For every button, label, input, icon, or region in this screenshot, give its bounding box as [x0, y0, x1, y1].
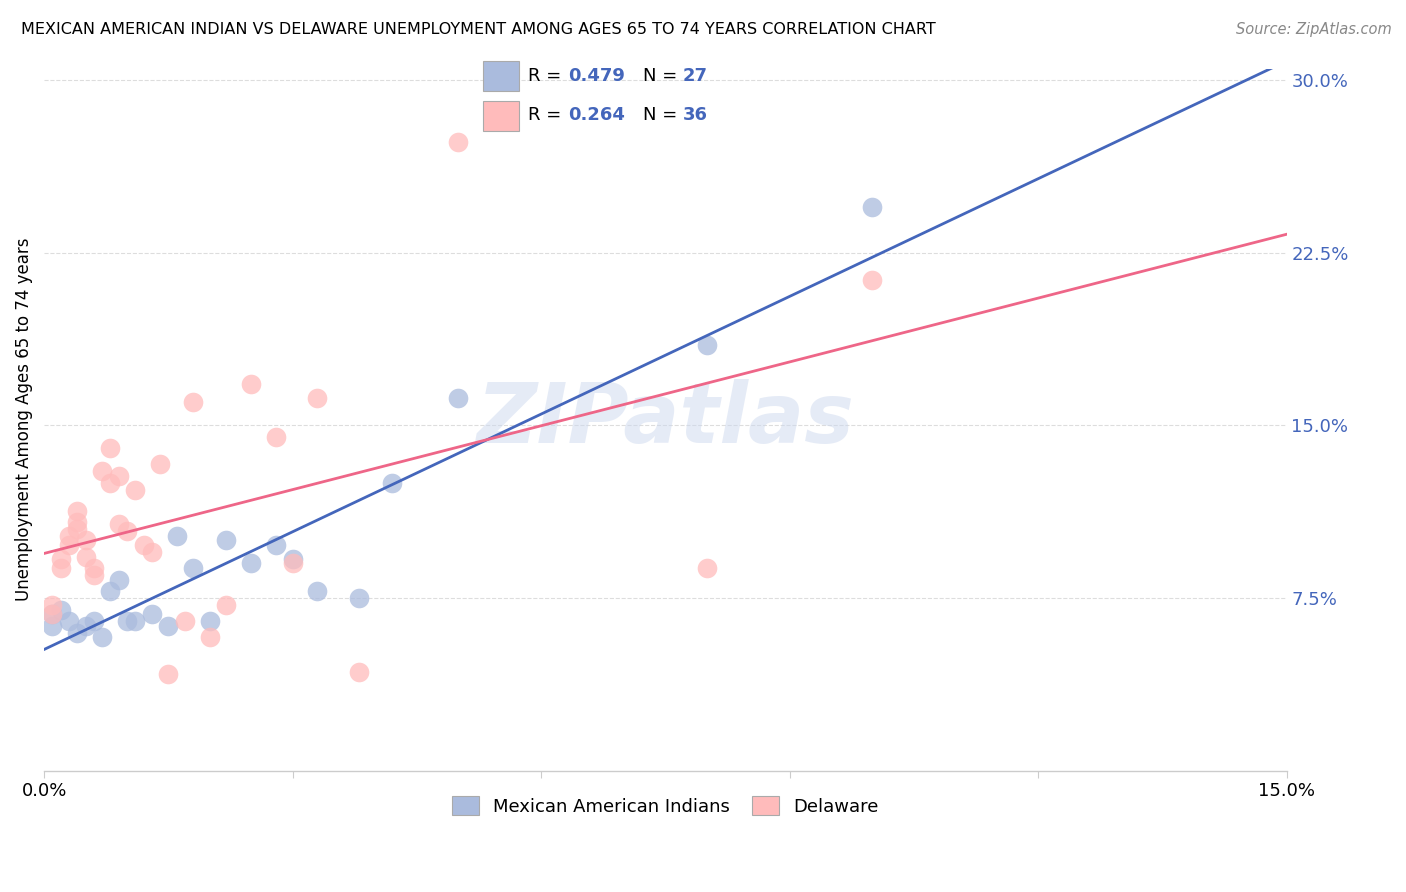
Point — [100, 475, 122, 490]
Text: ZIPatlas: ZIPatlas — [477, 379, 855, 460]
Point — [157, 618, 180, 632]
Point — [75, 549, 97, 564]
Point — [49, 602, 72, 616]
Point — [862, 200, 884, 214]
Point — [58, 529, 80, 543]
Point — [41, 618, 63, 632]
Point — [240, 557, 263, 571]
Point — [181, 561, 204, 575]
Point — [58, 538, 80, 552]
Point — [58, 614, 80, 628]
Point — [91, 630, 114, 644]
Point — [447, 391, 470, 405]
Point — [107, 573, 129, 587]
Point — [41, 598, 63, 612]
Point — [166, 529, 188, 543]
Text: N =: N = — [644, 106, 683, 124]
Text: 0.479: 0.479 — [568, 67, 624, 85]
Text: 36: 36 — [683, 106, 707, 124]
Point — [347, 591, 370, 605]
Point — [264, 538, 287, 552]
Point — [83, 568, 105, 582]
Point — [174, 614, 197, 628]
Point — [100, 442, 122, 456]
Point — [66, 625, 89, 640]
Point — [41, 607, 63, 622]
Point — [347, 665, 370, 679]
Y-axis label: Unemployment Among Ages 65 to 74 years: Unemployment Among Ages 65 to 74 years — [15, 238, 32, 601]
Point — [141, 545, 163, 559]
Point — [66, 522, 89, 536]
Point — [132, 538, 155, 552]
FancyBboxPatch shape — [484, 101, 519, 130]
Point — [381, 475, 404, 490]
Point — [696, 338, 718, 352]
Point — [696, 561, 718, 575]
Point — [41, 607, 63, 622]
Text: N =: N = — [644, 67, 683, 85]
Point — [75, 618, 97, 632]
Point — [124, 483, 146, 497]
Point — [264, 430, 287, 444]
Point — [181, 395, 204, 409]
Point — [240, 376, 263, 391]
Point — [307, 391, 329, 405]
Point — [83, 614, 105, 628]
Point — [215, 598, 238, 612]
Point — [281, 552, 304, 566]
Text: Source: ZipAtlas.com: Source: ZipAtlas.com — [1236, 22, 1392, 37]
Point — [115, 524, 138, 539]
Legend: Mexican American Indians, Delaware: Mexican American Indians, Delaware — [443, 788, 887, 825]
Point — [198, 630, 221, 644]
FancyBboxPatch shape — [484, 62, 519, 91]
Point — [115, 614, 138, 628]
Point — [862, 273, 884, 287]
Point — [107, 517, 129, 532]
Point — [66, 515, 89, 529]
Point — [49, 552, 72, 566]
Point — [75, 533, 97, 548]
Text: 0.264: 0.264 — [568, 106, 624, 124]
Text: MEXICAN AMERICAN INDIAN VS DELAWARE UNEMPLOYMENT AMONG AGES 65 TO 74 YEARS CORRE: MEXICAN AMERICAN INDIAN VS DELAWARE UNEM… — [21, 22, 936, 37]
Point — [100, 584, 122, 599]
Point — [83, 561, 105, 575]
Point — [157, 667, 180, 681]
Point — [198, 614, 221, 628]
Point — [307, 584, 329, 599]
Point — [91, 464, 114, 478]
Text: 27: 27 — [683, 67, 707, 85]
Point — [281, 557, 304, 571]
Point — [149, 458, 172, 472]
Point — [215, 533, 238, 548]
Text: R =: R = — [529, 67, 568, 85]
Point — [49, 561, 72, 575]
Point — [447, 135, 470, 149]
Point — [107, 469, 129, 483]
Point — [141, 607, 163, 622]
Point — [124, 614, 146, 628]
Point — [66, 503, 89, 517]
Text: R =: R = — [529, 106, 568, 124]
